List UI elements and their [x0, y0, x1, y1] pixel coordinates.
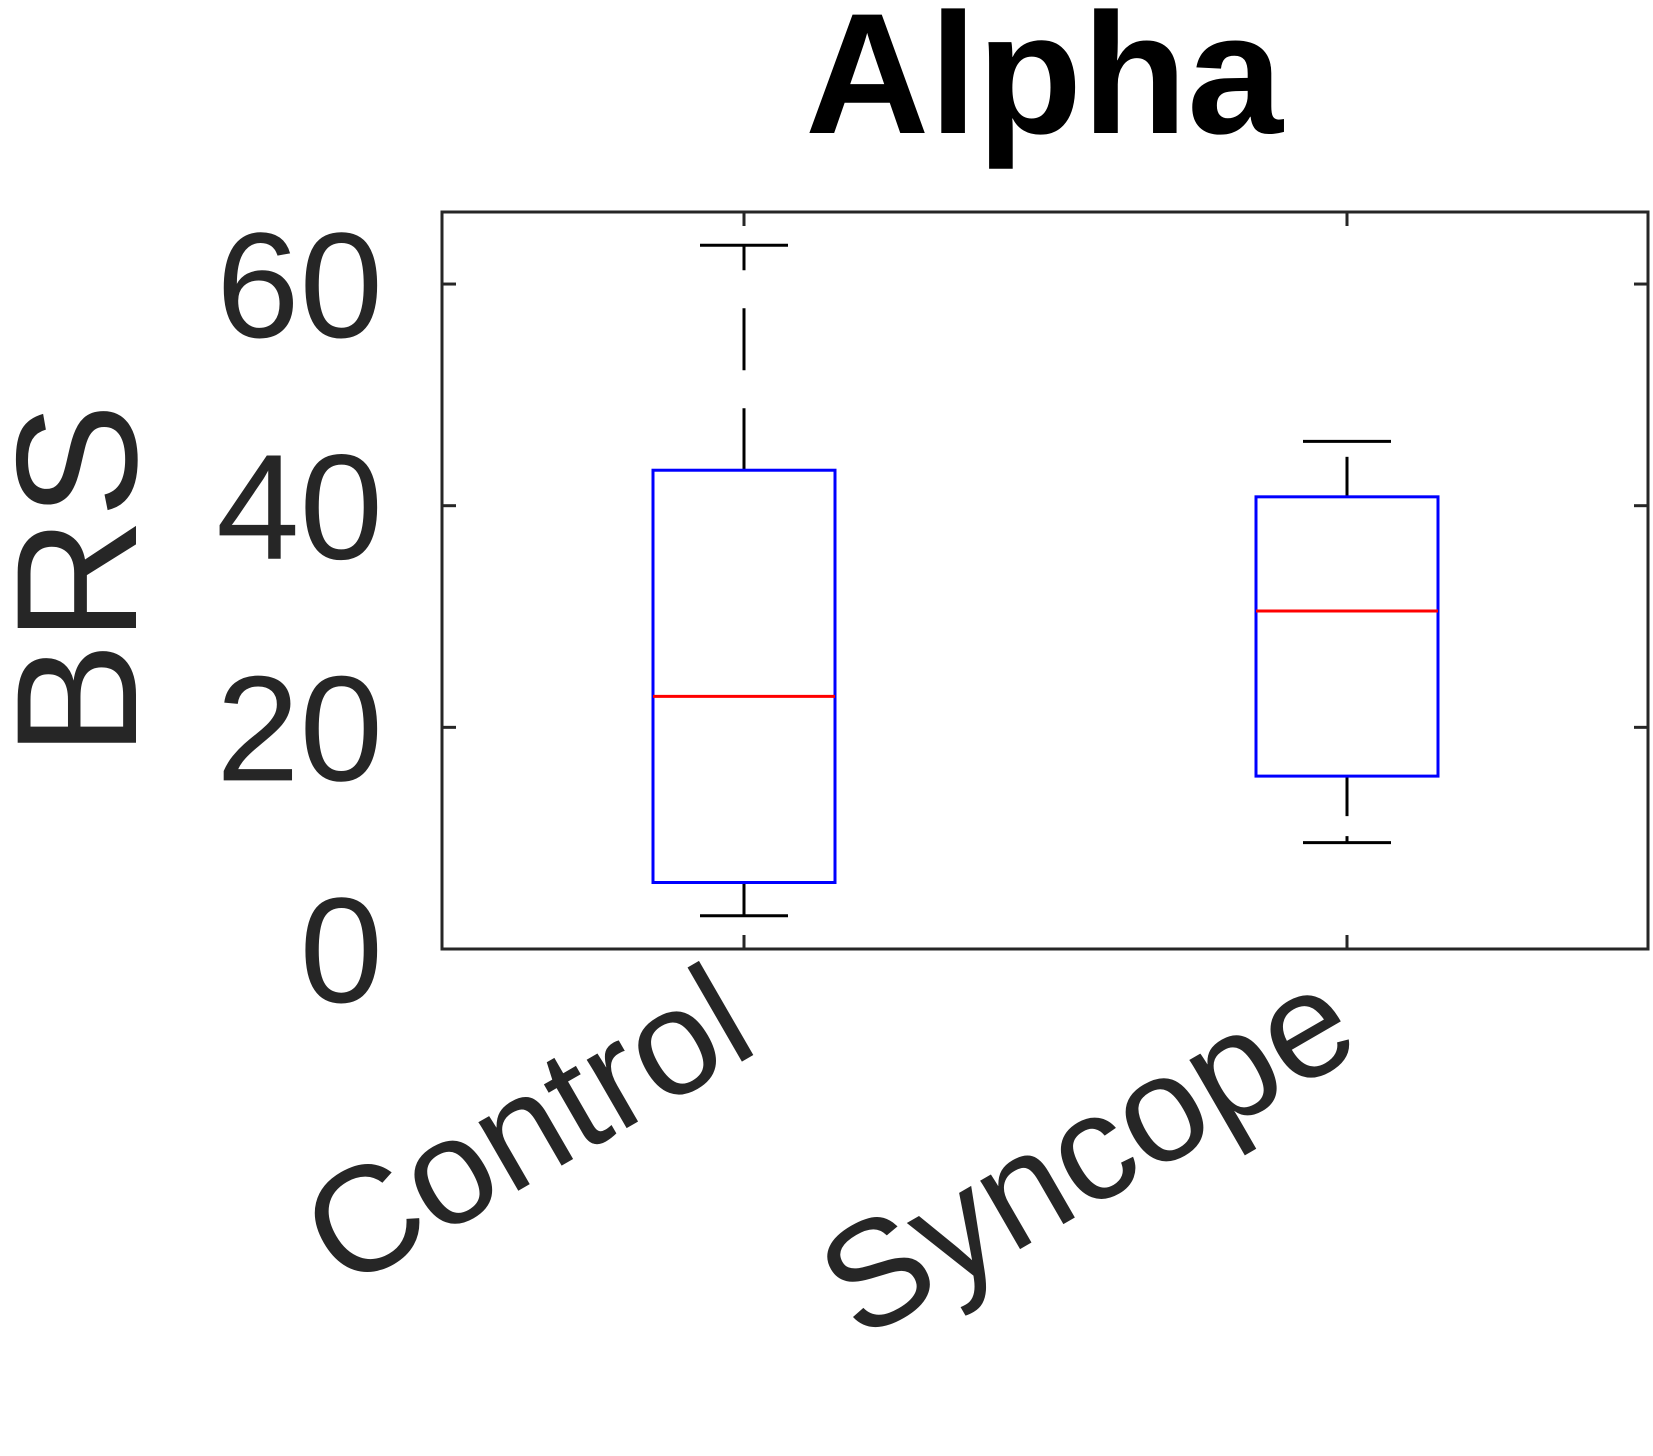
iqr-box — [1254, 495, 1440, 778]
plot-area-frame — [440, 210, 1650, 951]
y-tick-label: 0 — [300, 866, 383, 1034]
y-axis-label: BRS — [0, 403, 173, 757]
plot-axes — [440, 210, 1650, 951]
y-tick-label: 40 — [216, 423, 383, 591]
y-tick-label: 20 — [216, 644, 383, 812]
y-tick-labels: 0 20 40 60 — [216, 201, 383, 1034]
x-tick-labels: Control Syncope — [275, 932, 1381, 1369]
iqr-box — [651, 468, 837, 885]
y-tick-label: 60 — [216, 201, 383, 369]
x-tick-label: Syncope — [791, 932, 1381, 1369]
box-series — [651, 243, 1440, 918]
chart-title: Alpha — [805, 0, 1284, 170]
